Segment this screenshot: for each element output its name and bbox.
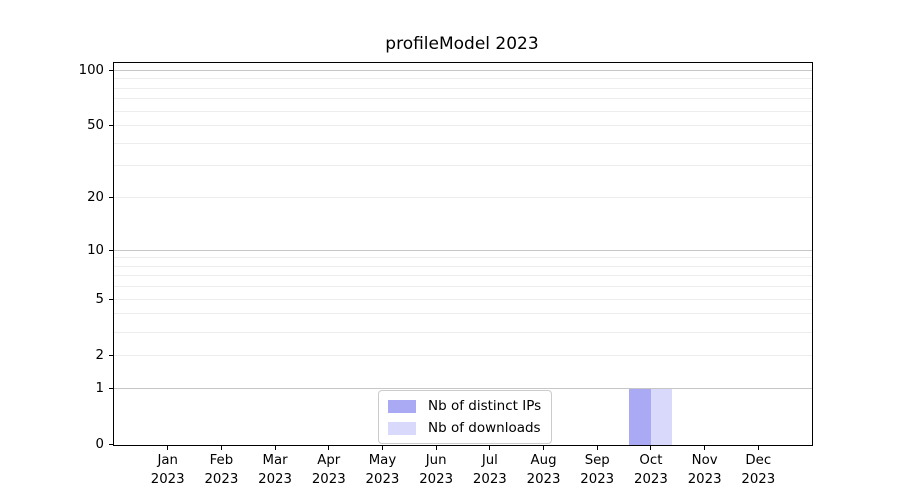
gridline-minor: [114, 87, 812, 89]
gridline-major: [114, 387, 812, 389]
x-tick-label: Aug 2023: [516, 451, 572, 489]
legend: Nb of distinct IPs Nb of downloads: [378, 390, 553, 444]
gridline-minor: [114, 110, 812, 112]
gridline-minor: [114, 286, 812, 288]
bar-nb-of-distinct-ips-oct: [629, 388, 651, 445]
x-tick-year: 2023: [687, 472, 722, 487]
legend-item-distinct-ips: Nb of distinct IPs: [388, 398, 541, 414]
y-tick-label: 100: [78, 62, 104, 78]
x-tick-label: Feb 2023: [193, 451, 249, 489]
x-tick-label: Mar 2023: [247, 451, 303, 489]
x-tick-year: 2023: [150, 472, 185, 487]
y-tick: [109, 298, 113, 300]
gridline-minor: [114, 275, 812, 277]
legend-label-downloads: Nb of downloads: [428, 420, 541, 436]
x-tick: [274, 446, 276, 450]
gridline-minor: [114, 354, 812, 356]
x-tick: [704, 446, 706, 450]
gridline-minor: [114, 257, 812, 259]
x-tick-month: Jul: [481, 453, 498, 468]
gridline-minor: [114, 298, 812, 300]
x-tick-month: Dec: [745, 453, 772, 468]
x-tick-month: Jun: [425, 453, 447, 468]
x-tick-label: Jun 2023: [408, 451, 464, 489]
y-tick-label: 2: [95, 347, 104, 363]
x-tick-month: Sep: [584, 453, 610, 468]
x-tick-year: 2023: [634, 472, 668, 487]
gridline-minor: [114, 98, 812, 100]
gridline-minor: [114, 197, 812, 199]
y-tick: [109, 125, 113, 127]
x-tick-month: Jan: [157, 453, 178, 468]
chart-title: profileModel 2023: [385, 34, 539, 54]
x-tick-label: Nov 2023: [677, 451, 733, 489]
x-tick: [543, 446, 545, 450]
gridline-minor: [114, 165, 812, 167]
x-tick-year: 2023: [580, 472, 615, 487]
x-tick-month: Mar: [262, 453, 288, 468]
x-tick-month: Nov: [691, 453, 718, 468]
x-tick-month: Apr: [317, 453, 341, 468]
x-tick-year: 2023: [311, 472, 346, 487]
x-tick-label: Dec 2023: [730, 451, 786, 489]
x-tick-year: 2023: [419, 472, 454, 487]
x-tick-year: 2023: [365, 472, 400, 487]
x-tick-year: 2023: [741, 472, 776, 487]
x-tick-month: Feb: [209, 453, 234, 468]
bar-nb-of-downloads-oct: [650, 388, 673, 445]
x-tick-label: Jul 2023: [462, 451, 518, 489]
legend-swatch-downloads-icon: [388, 421, 416, 435]
y-tick: [109, 354, 113, 356]
x-tick-month: Aug: [530, 453, 557, 468]
x-tick-label: May 2023: [354, 451, 410, 489]
y-tick: [109, 387, 113, 389]
x-tick-year: 2023: [526, 472, 561, 487]
y-tick: [109, 69, 113, 71]
y-tick: [109, 249, 113, 251]
gridline-minor: [114, 313, 812, 315]
plot-area: 0 1 2 5 10 20 50 100 Jan 2023 Feb 2023 Mar 2023 Apr 20…: [79, 62, 813, 487]
gridline-minor: [114, 265, 812, 267]
y-tick-label: 20: [87, 190, 104, 206]
x-tick-label: Apr 2023: [301, 451, 357, 489]
x-tick: [757, 446, 759, 450]
x-tick: [650, 446, 652, 450]
x-tick-year: 2023: [472, 472, 507, 487]
gridline-minor: [114, 331, 812, 333]
y-tick: [109, 197, 113, 199]
x-tick-month: May: [368, 453, 397, 468]
y-tick-label: 0: [95, 437, 104, 452]
x-tick: [489, 446, 491, 450]
x-tick: [167, 446, 169, 450]
x-tick: [381, 446, 383, 450]
x-tick-month: Oct: [639, 453, 663, 468]
gridline-major: [114, 249, 812, 251]
y-tick-label: 5: [95, 291, 104, 307]
x-tick-year: 2023: [204, 472, 239, 487]
x-tick: [220, 446, 222, 450]
legend-swatch-distinct-ips-icon: [388, 399, 416, 413]
x-tick: [596, 446, 598, 450]
x-tick-label: Jan 2023: [140, 451, 196, 489]
y-tick: [109, 444, 113, 445]
legend-label-distinct-ips: Nb of distinct IPs: [428, 398, 542, 414]
gridline-major: [114, 69, 812, 71]
x-tick-year: 2023: [258, 472, 292, 487]
x-tick: [435, 446, 437, 450]
x-tick: [328, 446, 330, 450]
gridline-minor: [114, 125, 812, 127]
y-tick-label: 1: [95, 380, 104, 396]
legend-item-downloads: Nb of downloads: [388, 420, 541, 436]
x-tick-label: Sep 2023: [569, 451, 625, 489]
y-tick-label: 10: [87, 242, 104, 258]
y-tick-label: 50: [87, 118, 104, 134]
gridline-minor: [114, 142, 812, 144]
x-tick-label: Oct 2023: [623, 451, 679, 489]
gridline-minor: [114, 78, 812, 80]
